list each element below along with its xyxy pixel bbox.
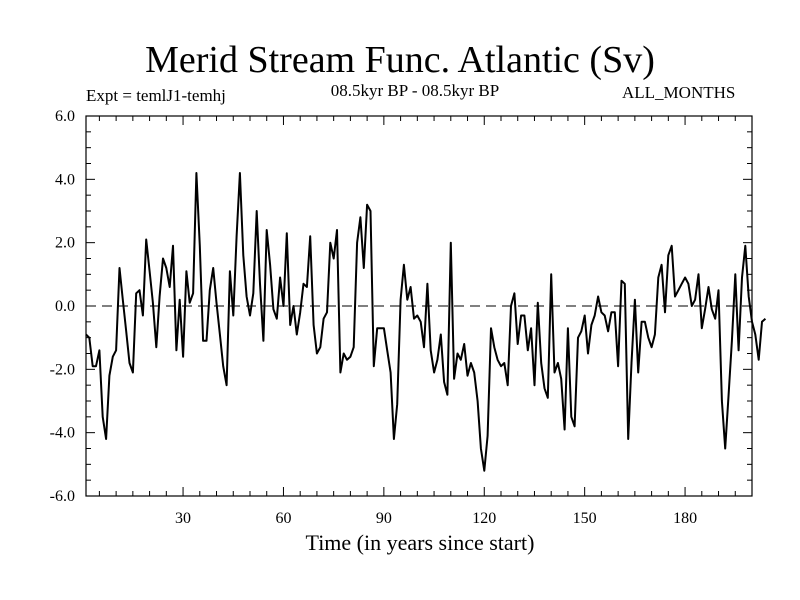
y-tick-label: 0.0 <box>55 298 75 315</box>
x-tick-label: 150 <box>573 510 597 527</box>
chart-title: Merid Stream Func. Atlantic (Sv) <box>145 39 655 81</box>
x-tick-label: 90 <box>376 510 392 527</box>
experiment-label: Expt = temlJ1-temhj <box>86 86 226 105</box>
x-tick-label: 60 <box>275 510 291 527</box>
x-tick-label: 30 <box>175 510 191 527</box>
y-tick-label: -2.0 <box>50 361 75 378</box>
y-tick-label: 2.0 <box>55 235 75 252</box>
y-tick-label: -6.0 <box>50 488 75 505</box>
x-tick-label: 120 <box>472 510 496 527</box>
y-tick-label: 6.0 <box>55 108 75 125</box>
x-axis-label: Time (in years since start) <box>306 530 535 555</box>
plot-frame <box>85 115 753 497</box>
x-tick-label: 180 <box>673 510 697 527</box>
series-line <box>85 172 767 472</box>
y-tick-label: -4.0 <box>50 425 75 442</box>
y-tick-label: 4.0 <box>55 171 75 188</box>
period-label: ALL_MONTHS <box>622 83 736 102</box>
chart-subtitle: 08.5kyr BP - 08.5kyr BP <box>330 81 500 100</box>
